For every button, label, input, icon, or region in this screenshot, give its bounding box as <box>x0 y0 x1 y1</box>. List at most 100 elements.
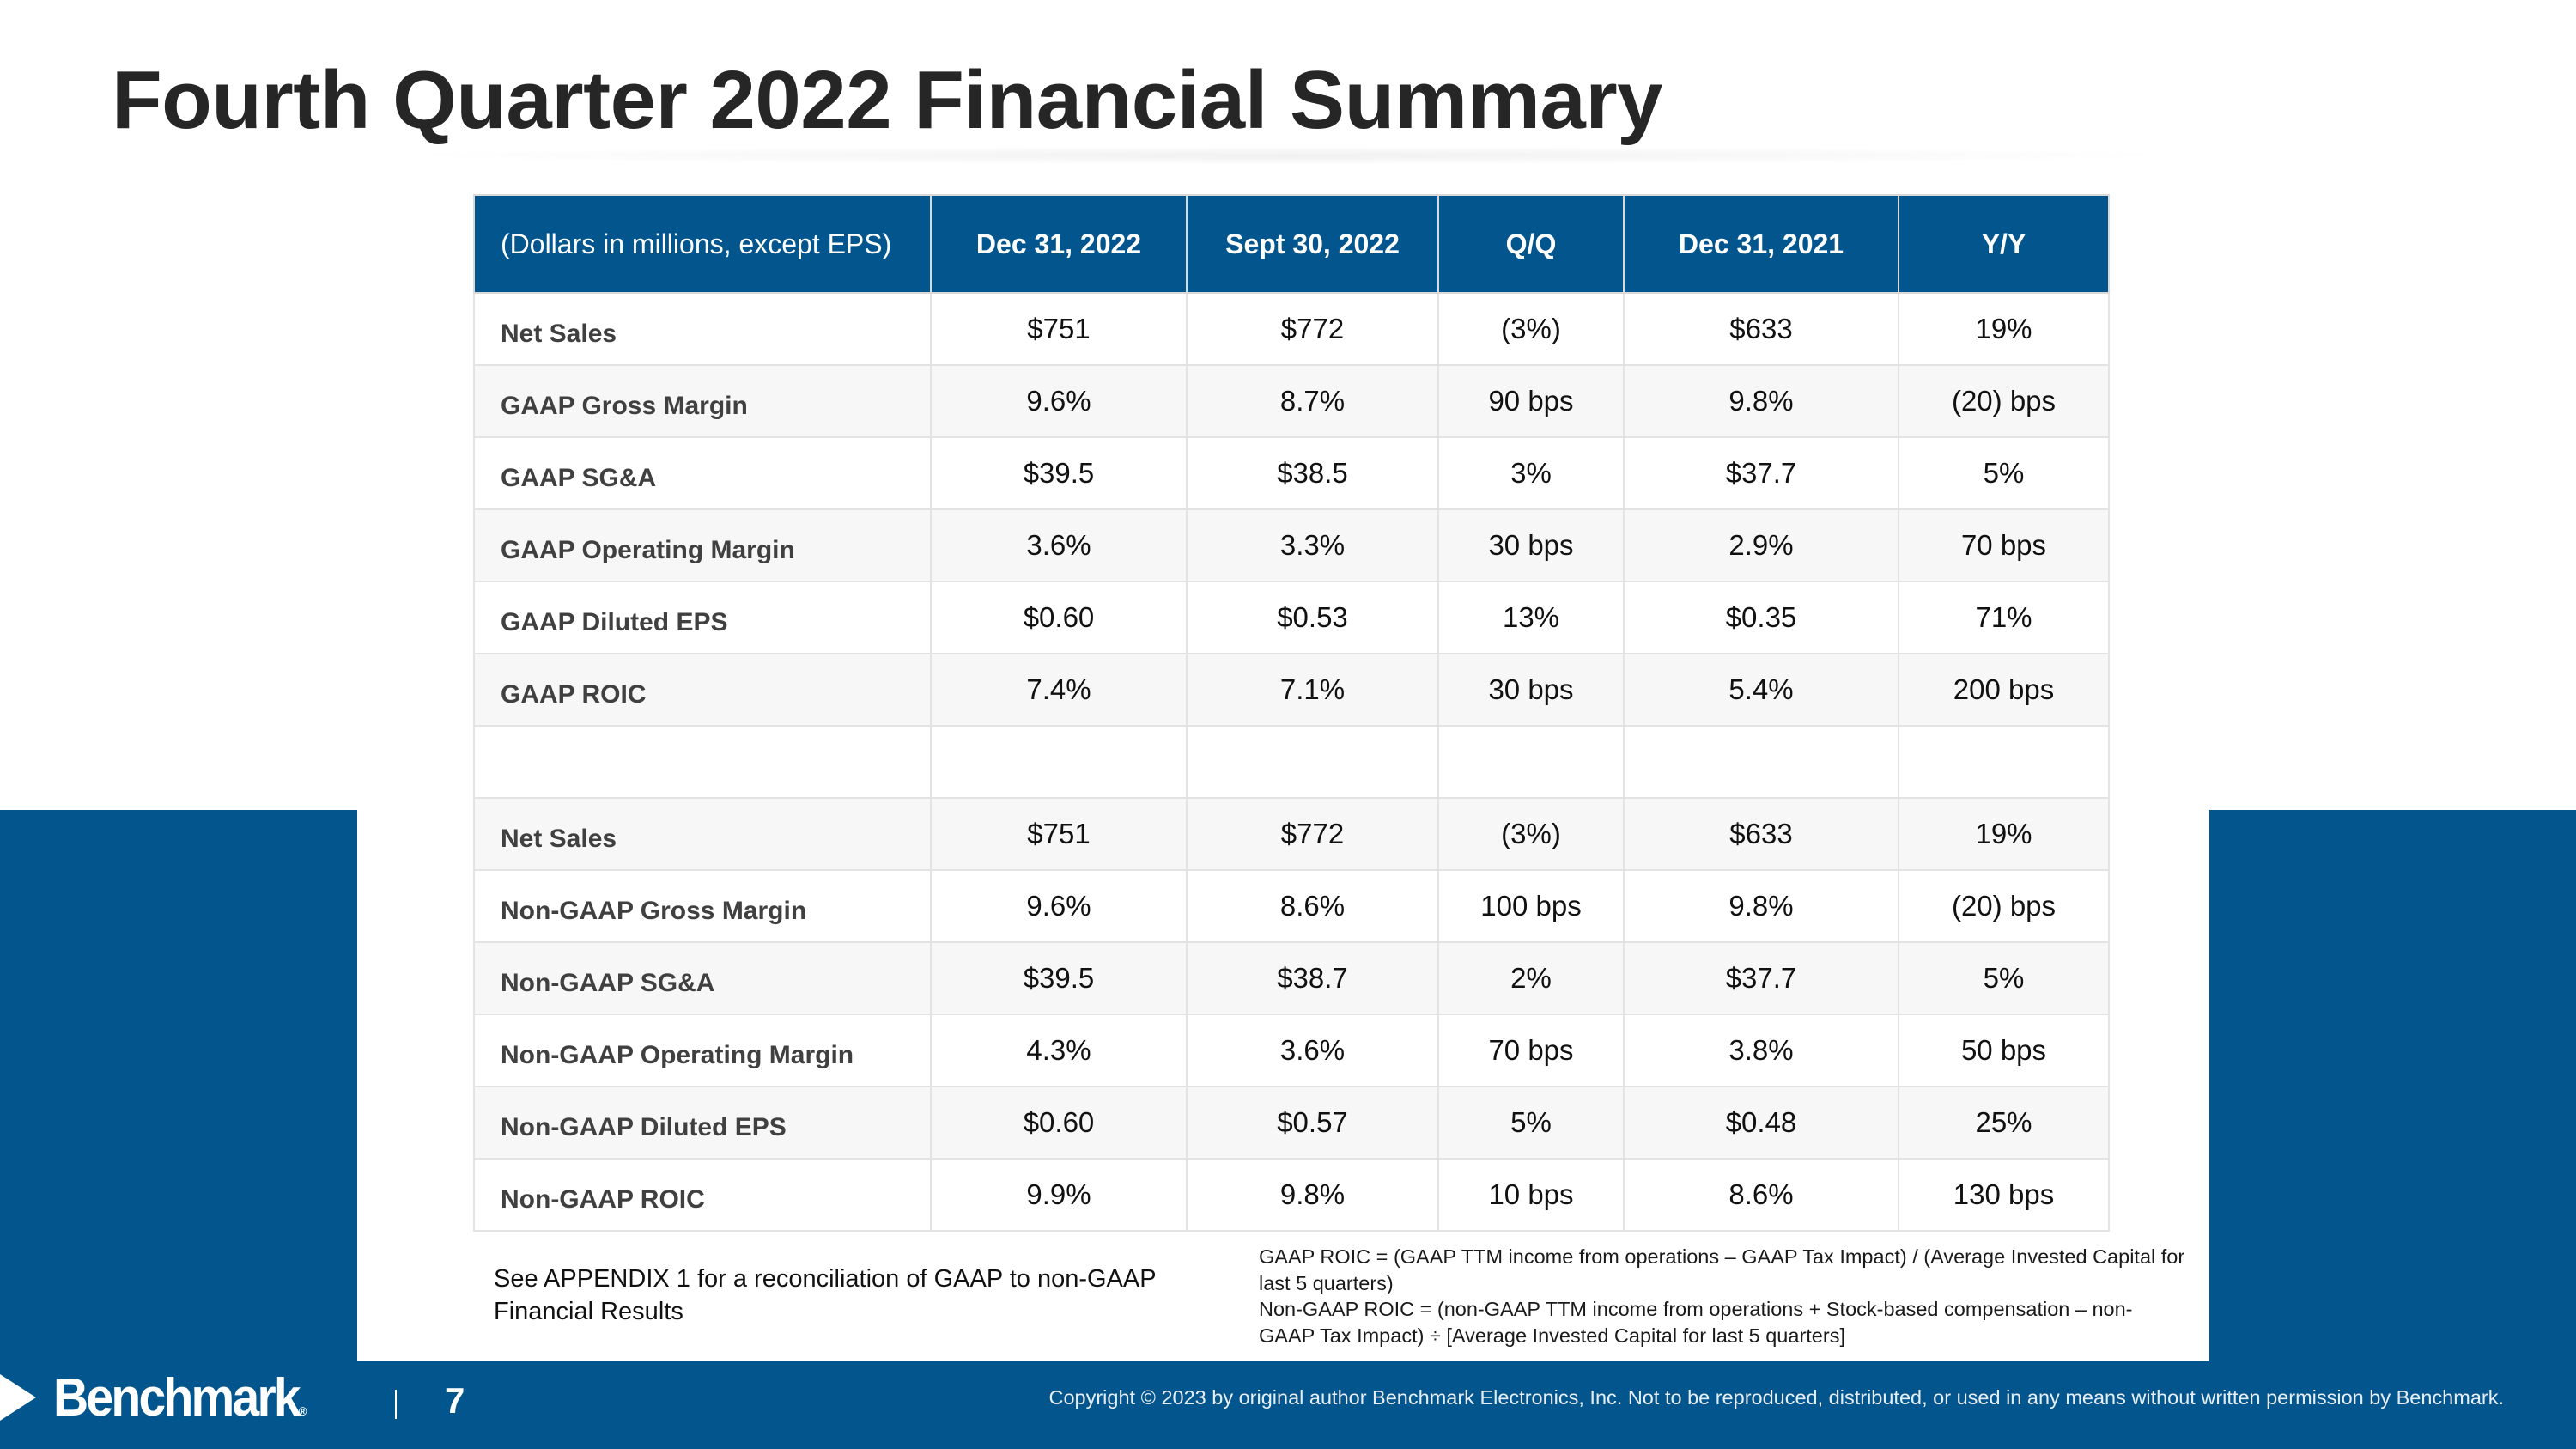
table-row: Non-GAAP Diluted EPS $0.60 $0.57 5% $0.48 25% <box>473 1086 2110 1160</box>
table-row: Net Sales $751 $772 (3%) $633 19% <box>473 292 2110 366</box>
table-cell: 30 bps <box>1437 653 1625 727</box>
logo-wordmark: Benchmark <box>53 1368 301 1428</box>
non-gaap-roic-footnote: Non-GAAP ROIC = (non-GAAP TTM income fro… <box>1259 1298 2133 1347</box>
table-cell: 90 bps <box>1437 364 1625 438</box>
column-header: Dec 31, 2021 <box>1623 194 1899 294</box>
column-header: Sept 30, 2022 <box>1186 194 1439 294</box>
column-header: Y/Y <box>1898 194 2110 294</box>
table-cell: 3.6% <box>930 508 1188 582</box>
table-cell: 7.4% <box>930 653 1188 727</box>
table-spacer-row <box>473 725 2110 799</box>
table-cell: 19% <box>1898 292 2110 366</box>
row-label: Non-GAAP Operating Margin <box>473 1014 932 1087</box>
appendix-note: See APPENDIX 1 for a reconciliation of G… <box>494 1265 1157 1325</box>
table-cell: $633 <box>1623 797 1899 871</box>
slide-title: Fourth Quarter 2022 Financial Summary <box>112 54 1663 146</box>
table-cell: 130 bps <box>1898 1158 2110 1232</box>
table-cell <box>1186 725 1439 799</box>
table-row: Non-GAAP ROIC 9.9% 9.8% 10 bps 8.6% 130 bps <box>473 1158 2110 1232</box>
table-cell: 5.4% <box>1623 653 1899 727</box>
table-cell: $39.5 <box>930 436 1188 510</box>
table-cell: $0.48 <box>1623 1086 1899 1160</box>
table-cell: 4.3% <box>930 1014 1188 1087</box>
page-number: 7 <box>445 1380 465 1421</box>
table-cell: 25% <box>1898 1086 2110 1160</box>
table-cell: 71% <box>1898 581 2110 654</box>
column-header: Dec 31, 2022 <box>930 194 1188 294</box>
row-label: Net Sales <box>473 797 932 871</box>
table-cell: $0.57 <box>1186 1086 1439 1160</box>
decorative-band-left <box>0 810 357 1449</box>
table-cell: (3%) <box>1437 797 1625 871</box>
row-label: Non-GAAP ROIC <box>473 1158 932 1232</box>
title-underline-shadow <box>386 146 2190 165</box>
table-row: Non-GAAP SG&A $39.5 $38.7 2% $37.7 5% <box>473 941 2110 1015</box>
table-cell: $38.7 <box>1186 941 1439 1015</box>
table-cell: $0.53 <box>1186 581 1439 654</box>
table-cell: 3% <box>1437 436 1625 510</box>
table-cell: 5% <box>1437 1086 1625 1160</box>
row-label: GAAP Gross Margin <box>473 364 932 438</box>
table-cell: 9.8% <box>1623 869 1899 943</box>
row-label: GAAP Diluted EPS <box>473 581 932 654</box>
table-cell: 9.6% <box>930 364 1188 438</box>
gaap-roic-footnote: GAAP ROIC = (GAAP TTM income from operat… <box>1259 1245 2185 1294</box>
table-cell: 100 bps <box>1437 869 1625 943</box>
table-cell: $0.60 <box>930 581 1188 654</box>
table-cell: 9.8% <box>1186 1158 1439 1232</box>
table-row: GAAP ROIC 7.4% 7.1% 30 bps 5.4% 200 bps <box>473 653 2110 727</box>
table-cell: $772 <box>1186 292 1439 366</box>
table-row: Non-GAAP Operating Margin 4.3% 3.6% 70 bps 3… <box>473 1014 2110 1087</box>
benchmark-arrow-icon <box>0 1374 36 1421</box>
table-cell: 50 bps <box>1898 1014 2110 1087</box>
table-row: GAAP Diluted EPS $0.60 $0.53 13% $0.35 71% <box>473 581 2110 654</box>
table-cell: $37.7 <box>1623 941 1899 1015</box>
table-cell: $751 <box>930 292 1188 366</box>
table-cell: $0.35 <box>1623 581 1899 654</box>
copyright-notice: Copyright © 2023 by original author Benc… <box>1048 1386 2505 1409</box>
table-cell: $39.5 <box>930 941 1188 1015</box>
benchmark-logo: Benchmark® <box>53 1368 307 1428</box>
table-cell <box>930 725 1188 799</box>
row-label: Non-GAAP Gross Margin <box>473 869 932 943</box>
footer-bar <box>0 1361 2576 1449</box>
table-cell: 3.3% <box>1186 508 1439 582</box>
table-cell <box>1623 725 1899 799</box>
table-cell: 5% <box>1898 436 2110 510</box>
table-cell: 8.6% <box>1186 869 1439 943</box>
column-header: Q/Q <box>1437 194 1625 294</box>
table-cell: (20) bps <box>1898 869 2110 943</box>
table-cell: 70 bps <box>1437 1014 1625 1087</box>
table-cell: 30 bps <box>1437 508 1625 582</box>
footer-divider <box>395 1390 397 1419</box>
row-label: Non-GAAP SG&A <box>473 941 932 1015</box>
table-cell: 10 bps <box>1437 1158 1625 1232</box>
row-label: Non-GAAP Diluted EPS <box>473 1086 932 1160</box>
table-cell: $38.5 <box>1186 436 1439 510</box>
table-cell <box>1437 725 1625 799</box>
table-cell: 9.8% <box>1623 364 1899 438</box>
table-cell: (20) bps <box>1898 364 2110 438</box>
table-cell: 5% <box>1898 941 2110 1015</box>
table-cell: 200 bps <box>1898 653 2110 727</box>
decorative-band-right <box>2209 810 2576 1449</box>
row-label: Net Sales <box>473 292 932 366</box>
table-row: Net Sales $751 $772 (3%) $633 19% <box>473 797 2110 871</box>
table-cell: $633 <box>1623 292 1899 366</box>
row-label: GAAP SG&A <box>473 436 932 510</box>
row-label: GAAP ROIC <box>473 653 932 727</box>
table-cell: 7.1% <box>1186 653 1439 727</box>
table-cell: $772 <box>1186 797 1439 871</box>
column-header-units: (Dollars in millions, except EPS) <box>473 194 932 294</box>
table-cell: (3%) <box>1437 292 1625 366</box>
table-cell: 9.6% <box>930 869 1188 943</box>
table-cell: $37.7 <box>1623 436 1899 510</box>
table-cell: 3.6% <box>1186 1014 1439 1087</box>
row-label <box>473 725 932 799</box>
table-row: Non-GAAP Gross Margin 9.6% 8.6% 100 bps 9.8%… <box>473 869 2110 943</box>
table-cell: 19% <box>1898 797 2110 871</box>
table-cell: $751 <box>930 797 1188 871</box>
table-cell: 3.8% <box>1623 1014 1899 1087</box>
table-cell: $0.60 <box>930 1086 1188 1160</box>
